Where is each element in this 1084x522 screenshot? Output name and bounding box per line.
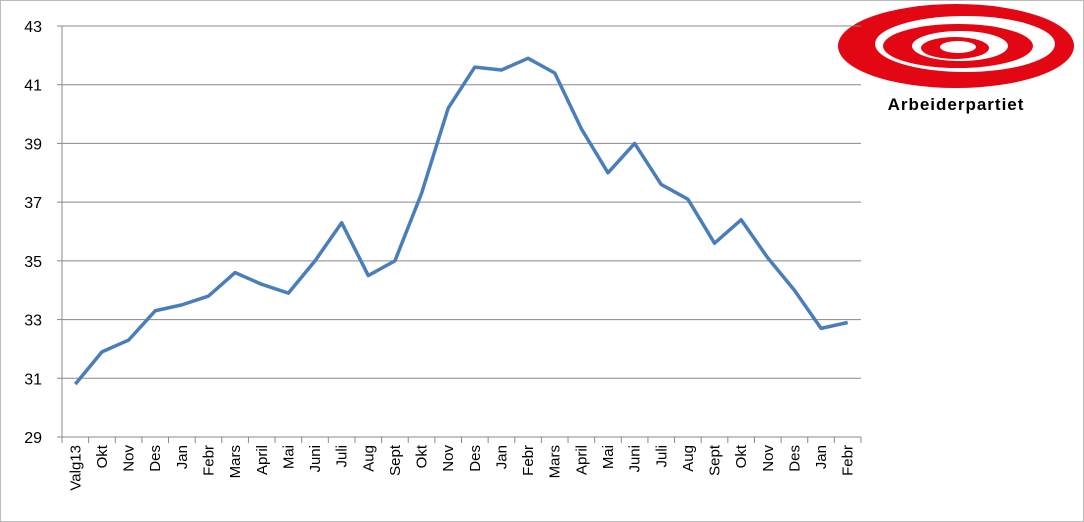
x-tick-label: Aug bbox=[680, 445, 697, 472]
x-tick-label: Jan bbox=[493, 445, 510, 469]
x-tick-label: Jan bbox=[174, 445, 191, 469]
x-tick-label: Febr bbox=[200, 445, 217, 476]
x-tick-label: Juni bbox=[627, 445, 644, 473]
x-tick-label: Sept bbox=[707, 444, 724, 476]
y-tick-label: 35 bbox=[24, 254, 42, 271]
x-tick-label: Sept bbox=[387, 444, 404, 476]
x-tick-label: Juli bbox=[334, 445, 351, 468]
x-tick-label: Nov bbox=[440, 445, 457, 472]
y-tick-label: 39 bbox=[24, 136, 42, 153]
y-tick-label: 29 bbox=[24, 430, 42, 447]
logo-rose bbox=[838, 4, 1074, 88]
x-tick-label: Nov bbox=[760, 445, 777, 472]
x-tick-label: Okt bbox=[414, 444, 431, 468]
x-tick-label: Nov bbox=[121, 445, 138, 472]
x-tick-label: Aug bbox=[360, 445, 377, 472]
x-tick-label: Mars bbox=[547, 445, 564, 478]
x-tick-label: Febr bbox=[840, 445, 857, 476]
x-tick-label: Mars bbox=[227, 445, 244, 478]
y-tick-label: 31 bbox=[24, 371, 42, 388]
x-tick-label: Des bbox=[147, 445, 164, 472]
x-tick-label: Des bbox=[467, 445, 484, 472]
x-tick-label: Okt bbox=[733, 444, 750, 468]
x-tick-label: Valg13 bbox=[67, 445, 84, 491]
x-tick-label: April bbox=[573, 445, 590, 475]
y-tick-label: 37 bbox=[24, 195, 42, 212]
x-tick-label: Mai bbox=[600, 445, 617, 469]
y-tick-label: 41 bbox=[24, 78, 42, 95]
x-tick-label: April bbox=[254, 445, 271, 475]
x-tick-label: Des bbox=[786, 445, 803, 472]
y-tick-label: 33 bbox=[24, 313, 42, 330]
x-tick-label: Okt bbox=[94, 444, 111, 468]
series-line bbox=[73, 56, 849, 386]
y-tick-label: 43 bbox=[24, 19, 42, 36]
x-tick-label: Mai bbox=[280, 445, 297, 469]
x-tick-label: Febr bbox=[520, 445, 537, 476]
x-tick-label: Juli bbox=[653, 445, 670, 468]
x-tick-label: Juni bbox=[307, 445, 324, 473]
x-tick-label: Jan bbox=[813, 445, 830, 469]
logo-text: Arbeiderpartiet bbox=[888, 95, 1025, 114]
